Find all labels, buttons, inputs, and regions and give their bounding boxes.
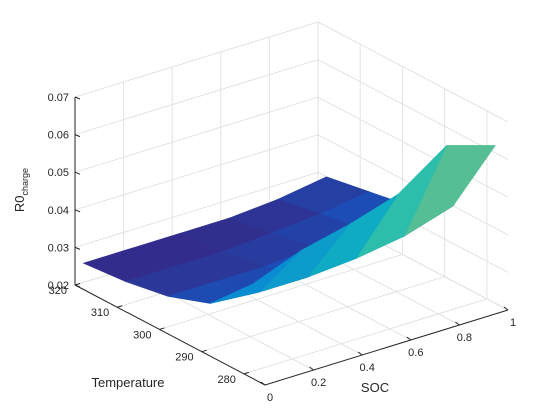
x-tick — [260, 381, 266, 386]
grid-line — [74, 21, 319, 98]
x-tick-label: 1 — [510, 317, 516, 329]
y-tick — [243, 371, 250, 375]
axis-line — [74, 284, 266, 386]
grid-line — [159, 253, 403, 330]
z-tick — [74, 171, 81, 175]
grid-line — [317, 96, 509, 198]
axis-line — [264, 309, 509, 386]
z-tick-label: 0.07 — [48, 92, 69, 104]
x-tick-label: 0.8 — [457, 332, 472, 344]
x-tick-label: 0.4 — [360, 362, 375, 374]
z-tick — [74, 284, 81, 288]
z-tick-label: 0.02 — [48, 280, 69, 292]
x-tick-label: 0.2 — [311, 377, 326, 389]
z-tick — [74, 134, 81, 138]
y-tick — [201, 349, 207, 353]
grid-line — [243, 298, 488, 375]
surface-patch — [209, 250, 302, 304]
z-tick — [74, 246, 81, 250]
x-axis-label: SOC — [361, 380, 389, 395]
x-tick — [503, 306, 509, 311]
z-axis-label: R0charge — [12, 168, 30, 212]
x-tick — [309, 366, 314, 371]
z-tick-label: 0.05 — [48, 167, 69, 179]
grid-line — [201, 276, 445, 353]
y-tick — [74, 283, 81, 286]
y-tick-label: 290 — [175, 352, 193, 364]
z-axis-label-sub: charge — [20, 168, 30, 196]
grid-line — [74, 134, 319, 211]
x-tick-label: 0 — [267, 392, 273, 404]
y-tick — [159, 327, 165, 330]
y-tick — [117, 305, 123, 308]
z-tick-label: 0.06 — [48, 130, 69, 142]
z-tick — [74, 209, 81, 213]
grid-line — [317, 21, 509, 123]
x-tick — [357, 351, 363, 356]
grid-line — [317, 59, 509, 161]
y-axis-label: Temperature — [92, 375, 165, 390]
z-tick-label: 0.04 — [48, 205, 69, 217]
x-tick — [406, 336, 412, 341]
z-tick — [74, 96, 81, 100]
y-tick-label: 280 — [218, 374, 236, 386]
grid-line — [74, 96, 319, 173]
y-tick-label: 310 — [91, 307, 109, 319]
z-tick-label: 0.03 — [48, 242, 69, 254]
grid-line — [74, 171, 319, 248]
y-tick-label: 300 — [133, 329, 151, 341]
x-tick — [455, 321, 460, 326]
x-tick-label: 0.6 — [408, 347, 423, 359]
z-axis-label-main: R0 — [12, 195, 27, 212]
y-tick-label: 320 — [49, 285, 67, 297]
grid-line — [74, 59, 319, 136]
